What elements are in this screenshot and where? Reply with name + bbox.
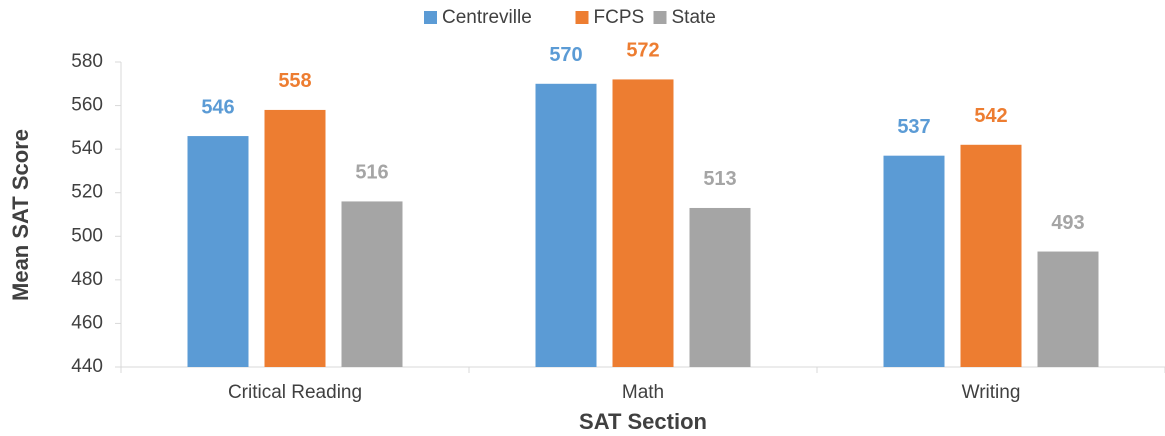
bar	[960, 144, 1022, 367]
y-tick-label: 560	[71, 95, 103, 116]
bar	[689, 207, 751, 367]
data-label: 558	[278, 70, 311, 92]
bar	[535, 83, 597, 368]
bar	[264, 109, 326, 367]
bar	[612, 79, 674, 367]
y-tick-label: 520	[71, 182, 103, 203]
data-label: 572	[626, 40, 659, 62]
bar	[1037, 251, 1099, 367]
y-tick-label: 500	[71, 225, 103, 246]
x-axis-title: SAT Section	[579, 409, 707, 434]
y-tick-label: 480	[71, 269, 103, 290]
y-tick-label: 460	[71, 312, 103, 333]
legend-label: FCPS	[594, 7, 645, 28]
legend-label: State	[672, 7, 716, 28]
legend-label: Centreville	[442, 7, 532, 28]
data-label: 493	[1051, 212, 1084, 234]
data-label: 570	[549, 44, 582, 66]
data-label: 546	[201, 96, 234, 118]
y-tick-label: 540	[71, 138, 103, 159]
y-tick-label: 440	[71, 356, 103, 377]
y-tick-label: 580	[71, 51, 103, 72]
data-label: 516	[355, 162, 388, 184]
legend-swatch	[424, 11, 437, 24]
bar	[883, 155, 945, 367]
x-tick-label: Writing	[962, 382, 1021, 403]
bar	[341, 201, 403, 367]
bar	[187, 136, 249, 367]
x-tick-label: Math	[622, 382, 664, 403]
data-label: 542	[974, 105, 1007, 127]
data-label: 537	[897, 116, 930, 138]
legend-swatch	[575, 11, 589, 24]
y-axis-title: Mean SAT Score	[8, 129, 33, 301]
data-label: 513	[703, 168, 736, 190]
legend-swatch	[653, 11, 667, 24]
x-tick-label: Critical Reading	[228, 382, 362, 403]
